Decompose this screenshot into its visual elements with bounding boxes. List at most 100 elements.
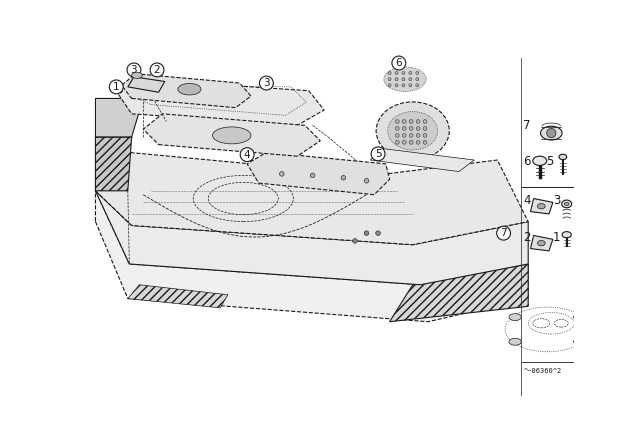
Ellipse shape (559, 154, 566, 159)
Text: 3: 3 (131, 65, 137, 75)
Circle shape (395, 84, 398, 87)
Circle shape (395, 78, 398, 81)
Text: 1: 1 (553, 231, 561, 244)
Text: 3: 3 (263, 78, 269, 88)
Polygon shape (143, 114, 320, 156)
Ellipse shape (538, 241, 545, 246)
Circle shape (240, 148, 254, 162)
Circle shape (388, 72, 391, 74)
Polygon shape (128, 77, 164, 92)
Ellipse shape (533, 156, 547, 165)
Ellipse shape (509, 314, 521, 321)
Circle shape (416, 84, 419, 87)
Circle shape (409, 120, 413, 124)
Ellipse shape (573, 314, 586, 321)
Circle shape (392, 56, 406, 70)
Polygon shape (371, 148, 474, 172)
Circle shape (402, 72, 405, 74)
Ellipse shape (178, 83, 201, 95)
Circle shape (402, 84, 405, 87)
Circle shape (376, 231, 380, 236)
Text: ^~06360^2: ^~06360^2 (524, 368, 562, 374)
Circle shape (423, 120, 427, 124)
Circle shape (403, 134, 406, 137)
Circle shape (416, 134, 420, 137)
Text: 7: 7 (523, 119, 531, 132)
Circle shape (259, 76, 273, 90)
Polygon shape (128, 285, 228, 308)
Text: 7: 7 (500, 228, 507, 238)
Ellipse shape (212, 127, 251, 144)
Circle shape (341, 176, 346, 180)
Circle shape (416, 78, 419, 81)
Circle shape (127, 63, 141, 77)
Text: 5: 5 (546, 155, 554, 168)
Circle shape (280, 172, 284, 176)
Circle shape (416, 126, 420, 130)
Ellipse shape (509, 338, 521, 345)
Circle shape (364, 178, 369, 183)
Text: 2: 2 (523, 231, 531, 244)
Circle shape (423, 134, 427, 137)
Text: 4: 4 (244, 150, 250, 159)
Ellipse shape (562, 232, 572, 238)
Text: 6: 6 (523, 155, 531, 168)
Polygon shape (95, 191, 528, 322)
Circle shape (409, 126, 413, 130)
Ellipse shape (384, 67, 426, 91)
Circle shape (310, 173, 315, 178)
Text: 1: 1 (113, 82, 120, 92)
Ellipse shape (376, 102, 449, 159)
Circle shape (109, 80, 123, 94)
Circle shape (403, 140, 406, 144)
Circle shape (403, 126, 406, 130)
Circle shape (416, 140, 420, 144)
Circle shape (371, 147, 385, 161)
Text: 4: 4 (523, 194, 531, 207)
Polygon shape (531, 236, 553, 251)
Circle shape (396, 126, 399, 130)
Circle shape (423, 126, 427, 130)
Circle shape (409, 72, 412, 74)
Polygon shape (95, 152, 528, 245)
Circle shape (409, 84, 412, 87)
Circle shape (353, 238, 357, 243)
Circle shape (403, 120, 406, 124)
Polygon shape (95, 137, 132, 191)
Circle shape (150, 63, 164, 77)
Polygon shape (95, 99, 143, 137)
Text: 5: 5 (375, 149, 381, 159)
Ellipse shape (564, 202, 569, 206)
Circle shape (416, 72, 419, 74)
Circle shape (409, 134, 413, 137)
Text: 3: 3 (553, 194, 561, 207)
Ellipse shape (132, 72, 143, 78)
Ellipse shape (388, 112, 438, 150)
Text: 6: 6 (396, 58, 402, 68)
Circle shape (396, 140, 399, 144)
Polygon shape (531, 198, 553, 214)
Circle shape (409, 140, 413, 144)
Circle shape (423, 140, 427, 144)
Circle shape (416, 120, 420, 124)
Circle shape (396, 120, 399, 124)
Circle shape (409, 78, 412, 81)
Polygon shape (95, 191, 528, 285)
Circle shape (497, 226, 511, 240)
Text: 2: 2 (154, 65, 161, 75)
Polygon shape (122, 74, 251, 108)
Ellipse shape (541, 126, 562, 140)
Ellipse shape (538, 203, 545, 209)
Polygon shape (118, 79, 324, 125)
Circle shape (547, 129, 556, 138)
Circle shape (388, 84, 391, 87)
Polygon shape (390, 264, 528, 322)
Ellipse shape (573, 338, 586, 345)
Circle shape (388, 78, 391, 81)
Circle shape (395, 72, 398, 74)
Circle shape (364, 231, 369, 236)
Ellipse shape (562, 200, 572, 208)
Circle shape (402, 78, 405, 81)
Polygon shape (247, 152, 390, 195)
Circle shape (396, 134, 399, 137)
